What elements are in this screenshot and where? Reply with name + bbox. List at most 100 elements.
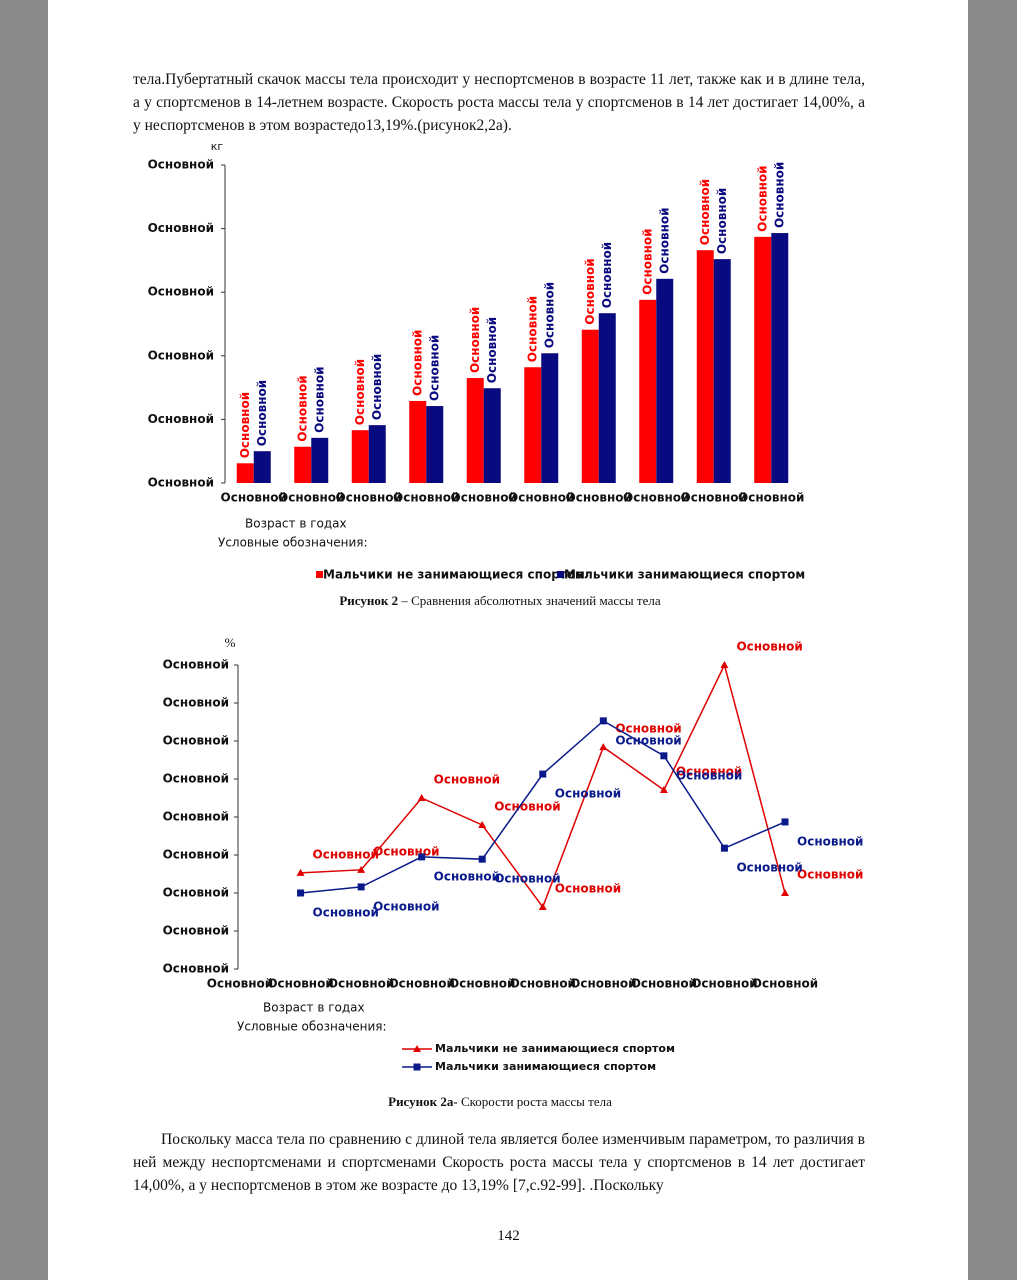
data-label: Основной (600, 242, 614, 308)
marker (417, 794, 426, 801)
x-tick-label: Основной (691, 977, 757, 991)
bar (771, 233, 789, 483)
data-label: Основной (468, 307, 482, 373)
y-tick-label: Основной (148, 476, 214, 490)
x-axis-label: Возраст в годах (245, 517, 347, 531)
marker (296, 868, 305, 876)
marker (539, 770, 547, 778)
unit-label: кг (211, 140, 224, 153)
y-tick-label: Основной (148, 285, 214, 299)
bar (368, 425, 386, 483)
bar (598, 313, 616, 483)
data-label: Основной (542, 282, 556, 348)
data-label: Основной (313, 847, 379, 861)
bar (311, 437, 329, 483)
data-label: Основной (373, 844, 439, 858)
data-label: Основной (555, 882, 621, 896)
data-label: Основной (755, 165, 769, 231)
y-tick-label: Основной (163, 848, 229, 862)
legend-title: Условные обозначения: (218, 536, 368, 550)
data-label: Основной (434, 773, 500, 787)
x-tick-label: Основной (393, 491, 459, 505)
bar (524, 367, 542, 483)
legend-swatch (316, 571, 323, 578)
x-tick-label: Основной (449, 977, 515, 991)
y-tick-label: Основной (163, 772, 229, 786)
x-tick-label: Основной (570, 977, 636, 991)
paragraph: Поскольку масса тела по сравнению с длин… (133, 1131, 865, 1194)
marker (599, 717, 607, 725)
marker (781, 818, 789, 826)
data-label: Основной (312, 366, 326, 432)
bar (426, 406, 444, 483)
bar (754, 236, 772, 483)
y-tick-label: Основной (148, 158, 214, 172)
page-number: 142 (497, 1228, 520, 1244)
data-label: Основной (434, 869, 500, 883)
x-tick-label: Основной (623, 491, 689, 505)
legend-title: Условные обозначения: (237, 1020, 387, 1034)
bar (466, 378, 484, 483)
y-tick-label: Основной (148, 412, 214, 426)
x-tick-label: Основной (336, 491, 402, 505)
marker (478, 855, 486, 863)
marker (413, 1045, 421, 1052)
caption-text: – Сравнения абсолютных значений массы те… (398, 593, 661, 608)
bar (656, 278, 674, 483)
bar (581, 329, 599, 483)
data-label: Основной (583, 258, 597, 324)
data-label: Основной (797, 868, 863, 882)
marker (599, 743, 608, 751)
caption-label: Рисунок 2а- (388, 1094, 458, 1109)
x-tick-label: Основной (566, 491, 632, 505)
data-label: Основной (494, 799, 560, 813)
x-tick-label: Основной (278, 491, 344, 505)
data-label: Основной (373, 899, 439, 913)
data-label: Основной (427, 335, 441, 401)
marker (413, 1063, 421, 1071)
legend-label: Мальчики занимающиеся спортом (564, 568, 805, 582)
y-tick-label: Основной (163, 962, 229, 976)
data-label: Основной (238, 392, 252, 458)
y-tick-label: Основной (163, 696, 229, 710)
unit-label: % (225, 635, 236, 650)
y-tick-label: Основной (163, 658, 229, 672)
x-tick-label: Основной (207, 977, 273, 991)
x-tick-label: Основной (631, 977, 697, 991)
bar (294, 446, 312, 483)
marker (297, 889, 305, 897)
data-label: Основной (657, 207, 671, 273)
paragraph: тела.Пубертатный скачок массы тела проис… (133, 71, 865, 134)
bar (713, 259, 731, 483)
x-tick-label: Основной (328, 977, 394, 991)
data-label: Основной (615, 733, 681, 747)
data-label: Основной (494, 872, 560, 886)
x-tick-label: Основной (508, 491, 574, 505)
data-label: Основной (410, 330, 424, 396)
marker (538, 903, 547, 911)
bar (639, 299, 657, 483)
marker (720, 844, 728, 852)
y-tick-label: Основной (148, 348, 214, 362)
marker (781, 889, 789, 896)
data-label: Основной (698, 179, 712, 245)
legend-label: Мальчики занимающиеся спортом (435, 1060, 656, 1073)
caption: Рисунок 2 – Сравнения абсолютных значени… (339, 593, 660, 608)
x-tick-label: Основной (681, 491, 747, 505)
data-label: Основной (313, 906, 379, 920)
y-tick-label: Основной (163, 886, 229, 900)
bar (696, 250, 714, 483)
data-label: Основной (736, 861, 802, 875)
x-tick-label: Основной (738, 491, 804, 505)
legend-label: Мальчики не занимающиеся спортом (323, 568, 585, 582)
bar (541, 353, 559, 483)
data-label: Основной (353, 359, 367, 425)
data-label: Основной (736, 640, 802, 654)
data-label: Основной (295, 375, 309, 441)
data-label: Основной (676, 768, 742, 782)
x-tick-label: Основной (388, 977, 454, 991)
x-tick-label: Основной (267, 977, 333, 991)
legend-swatch (557, 571, 564, 578)
bar (253, 451, 271, 483)
